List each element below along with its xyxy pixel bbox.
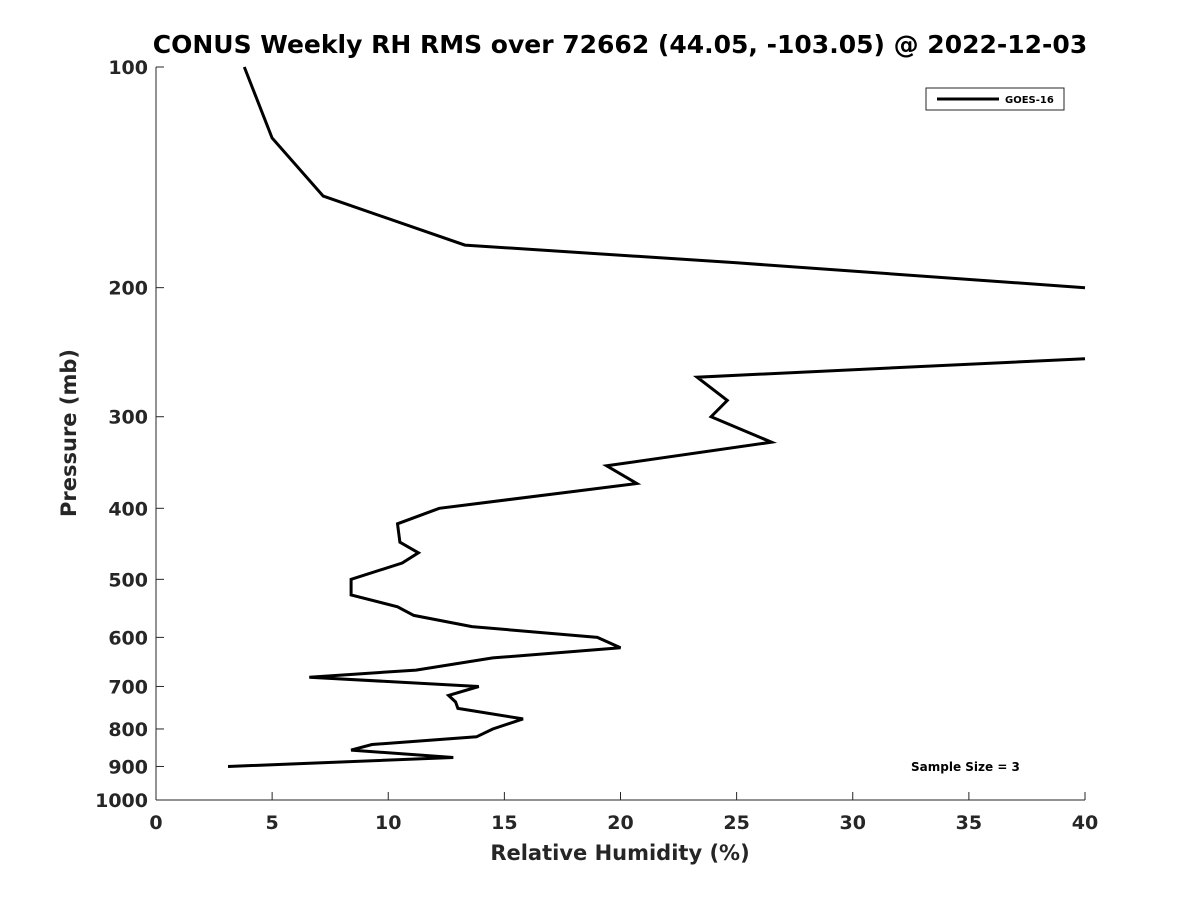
series-layer	[227, 66, 1086, 768]
x-tick-label: 0	[149, 812, 162, 834]
chart-title: CONUS Weekly RH RMS over 72662 (44.05, -…	[153, 30, 1087, 59]
series-line-goes16	[242, 66, 1086, 290]
x-tick-label: 20	[607, 812, 633, 834]
x-tick-label: 15	[491, 812, 517, 834]
y-tick-label: 300	[108, 407, 148, 429]
x-tick-label: 40	[1072, 812, 1098, 834]
x-tick-label: 35	[956, 812, 982, 834]
y-tick-label: 900	[108, 756, 148, 778]
y-tick-label: 700	[108, 676, 148, 698]
x-tick-label: 5	[266, 812, 279, 834]
y-tick-label: 100	[108, 57, 148, 79]
y-tick-label: 1000	[95, 790, 148, 812]
y-axis-label: Pressure (mb)	[57, 349, 81, 517]
y-tick-label: 200	[108, 278, 148, 300]
series-line-goes16	[227, 357, 1086, 768]
legend-label-goes16: GOES-16	[1005, 95, 1054, 106]
y-tick-label: 600	[108, 627, 148, 649]
y-tick-label: 800	[108, 719, 148, 741]
x-tick-label: 25	[723, 812, 749, 834]
y-tick-label: 500	[108, 569, 148, 591]
x-axis-label: Relative Humidity (%)	[490, 841, 749, 865]
legend: GOES-16	[925, 87, 1065, 111]
sample-size-annotation: Sample Size = 3	[911, 760, 1020, 774]
plot-area	[156, 67, 1085, 800]
x-tick-label: 30	[840, 812, 866, 834]
x-axis: 0 5 10 15 20 25 30 35 40	[149, 792, 1098, 834]
y-axis: 100 200 300 400 500 600 700 800 900 1000	[95, 57, 164, 812]
y-tick-label: 400	[108, 498, 148, 520]
x-tick-label: 10	[375, 812, 401, 834]
